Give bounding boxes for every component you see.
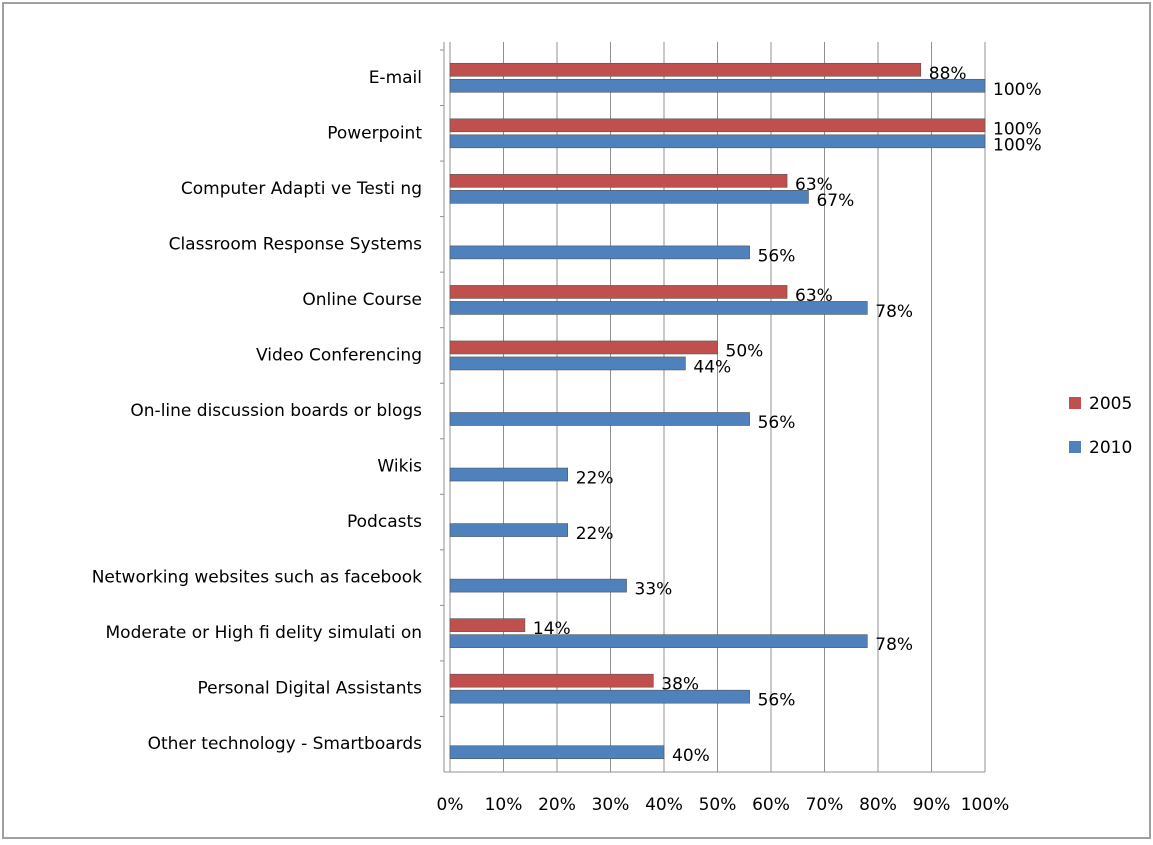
data-label: 88% (929, 64, 967, 84)
bar (449, 467, 568, 482)
data-label: 100% (993, 135, 1042, 155)
data-label: 56% (758, 246, 796, 266)
data-label: 33% (635, 580, 673, 600)
x-tick-label: 20% (538, 795, 576, 815)
data-label: 14% (533, 619, 571, 639)
bar (449, 634, 868, 648)
bar (449, 523, 568, 537)
legend-swatch (1069, 397, 1081, 409)
y-tick-label: On-line discussion boards or blogs (130, 401, 422, 421)
x-tick-label: 0% (437, 795, 464, 815)
data-label: 100% (993, 119, 1042, 139)
y-tick-label: Personal Digital Assistants (197, 679, 422, 699)
data-label: 50% (726, 341, 764, 361)
legend-label: 2010 (1089, 438, 1132, 458)
y-tick-label: E-mail (369, 68, 422, 88)
x-tick-label: 60% (752, 795, 790, 815)
bar (449, 62, 922, 77)
bar (449, 356, 686, 371)
x-tick-label: 80% (859, 795, 897, 815)
y-tick-label: Online Course (302, 290, 422, 310)
data-label: 63% (795, 286, 833, 306)
data-label: 44% (693, 357, 731, 377)
x-tick-label: 100% (961, 795, 1010, 815)
data-label: 56% (758, 691, 796, 711)
y-tick-label: Computer Adapti ve Testi ng (181, 179, 422, 199)
data-label: 78% (875, 635, 913, 655)
data-label: 22% (576, 524, 614, 544)
data-label: 56% (758, 413, 796, 433)
bar (449, 340, 718, 355)
bar (449, 745, 665, 760)
x-tick-label: 10% (485, 795, 523, 815)
legend-label: 2005 (1089, 394, 1132, 414)
data-label: 78% (875, 302, 913, 322)
x-tick-label: 50% (699, 795, 737, 815)
x-tick-label: 40% (645, 795, 683, 815)
x-tick-label: 30% (592, 795, 630, 815)
bar (449, 618, 526, 632)
data-label: 38% (661, 675, 699, 695)
y-tick-label: Other technology - Smartboards (148, 734, 423, 754)
legend-swatch (1069, 441, 1081, 453)
data-label: 67% (816, 191, 854, 211)
y-tick-label: Powerpoint (327, 123, 422, 143)
bar (449, 174, 788, 188)
x-tick-label: 70% (806, 795, 844, 815)
data-label: 63% (795, 175, 833, 195)
y-tick-label: Networking websites such as facebook (92, 568, 422, 588)
x-tick-label: 90% (913, 795, 951, 815)
data-label: 40% (672, 746, 710, 766)
bar (449, 301, 868, 315)
bar (449, 78, 986, 93)
y-tick-label: Video Conferencing (256, 345, 422, 365)
y-tick-label: Classroom Response Systems (169, 234, 423, 254)
bar (449, 578, 627, 593)
bar (449, 412, 750, 426)
bar (449, 673, 654, 688)
data-label: 22% (576, 469, 614, 489)
bar (449, 689, 750, 704)
bar (449, 134, 986, 149)
y-tick-label: Podcasts (347, 512, 422, 532)
y-tick-label: Moderate or High fi delity simulati on (106, 623, 422, 643)
bar (449, 245, 750, 260)
bar (449, 285, 788, 299)
data-label: 100% (993, 80, 1042, 100)
y-tick-label: Wikis (377, 457, 422, 477)
bar (449, 118, 986, 133)
bar (449, 190, 809, 204)
